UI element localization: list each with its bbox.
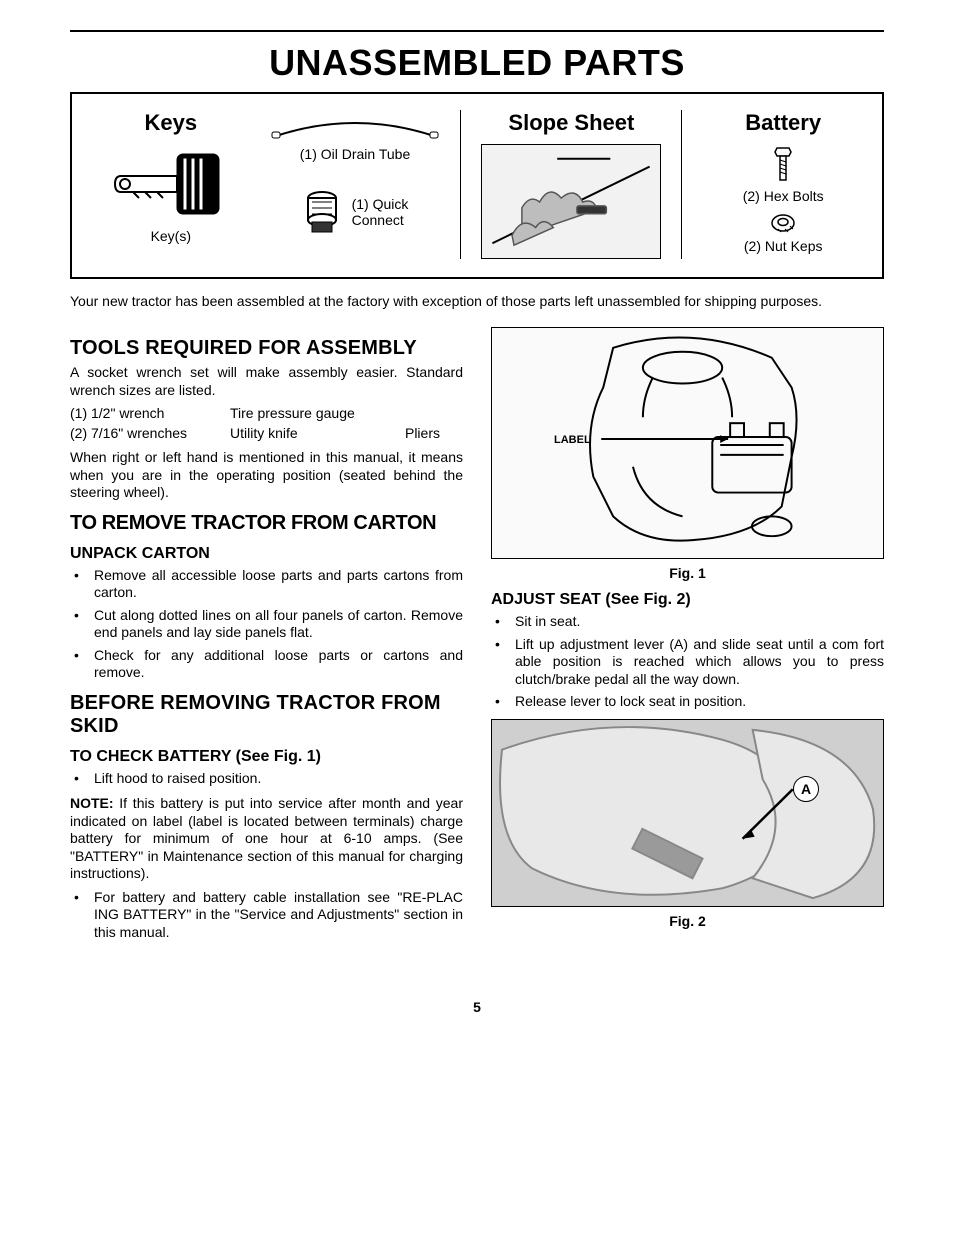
tool-cell: (1) 1/2" wrench bbox=[70, 405, 230, 421]
list-item: Check for any additional loose parts or … bbox=[70, 647, 463, 682]
two-column-body: TOOLS REQUIRED FOR ASSEMBLY A socket wre… bbox=[70, 327, 884, 949]
parts-box: Keys Key(s) bbox=[70, 92, 884, 279]
parts-battery-title: Battery bbox=[745, 110, 821, 136]
parts-keys-title: Keys bbox=[145, 110, 198, 136]
key-icon bbox=[111, 144, 231, 224]
adjust-heading: ADJUST SEAT (See Fig. 2) bbox=[491, 591, 884, 609]
parts-slope: Slope Sheet bbox=[479, 110, 663, 259]
check-battery-sub: TO CHECK BATTERY (See Fig. 1) bbox=[70, 748, 463, 766]
list-item: Remove all accessible loose parts and pa… bbox=[70, 567, 463, 602]
list-item: Sit in seat. bbox=[491, 613, 884, 631]
figure-1: LABEL bbox=[491, 327, 884, 559]
list-item: Lift up adjustment lever (A) and slide s… bbox=[491, 636, 884, 689]
page-number: 5 bbox=[70, 999, 884, 1015]
slope-thumb bbox=[481, 144, 661, 259]
top-rule bbox=[70, 30, 884, 32]
nut-kep-icon bbox=[770, 212, 796, 234]
battery-list-2: For battery and battery cable installati… bbox=[70, 889, 463, 942]
remove-heading: TO REMOVE TRACTOR FROM CARTON bbox=[70, 512, 463, 535]
slope-sheet-icon bbox=[482, 145, 660, 258]
quick-connect-icon bbox=[302, 188, 342, 236]
before-heading: BEFORE REMOVING TRACTOR FROM SKID bbox=[70, 692, 463, 738]
list-item: For battery and battery cable installati… bbox=[70, 889, 463, 942]
hex-bolt-icon bbox=[773, 144, 793, 184]
tools-note: When right or left hand is mentioned in … bbox=[70, 449, 463, 502]
parts-nut-label: (2) Nut Keps bbox=[744, 238, 823, 254]
parts-battery: Battery (2) Hex Bolts (2) Nut Keps bbox=[700, 110, 866, 259]
parts-keys: Keys Key(s) bbox=[88, 110, 254, 259]
fig1-caption: Fig. 1 bbox=[491, 565, 884, 581]
battery-note: NOTE: If this battery is put into servic… bbox=[70, 795, 463, 883]
figure-2-svg bbox=[492, 720, 883, 906]
tool-cell: Pliers bbox=[380, 425, 440, 441]
separator-1 bbox=[460, 110, 461, 259]
unpack-list: Remove all accessible loose parts and pa… bbox=[70, 567, 463, 682]
figure-2: A bbox=[491, 719, 884, 907]
list-item: Lift hood to raised position. bbox=[70, 770, 463, 788]
tools-heading: TOOLS REQUIRED FOR ASSEMBLY bbox=[70, 337, 463, 360]
tool-cell bbox=[380, 405, 440, 421]
left-column: TOOLS REQUIRED FOR ASSEMBLY A socket wre… bbox=[70, 327, 463, 949]
intro-text: Your new tractor has been assembled at t… bbox=[70, 293, 884, 309]
parts-oiltube-label: (1) Oil Drain Tube bbox=[300, 146, 410, 162]
note-lead: NOTE: bbox=[70, 795, 114, 811]
page-title: UNASSEMBLED PARTS bbox=[70, 42, 884, 84]
parts-middle: (1) Oil Drain Tube (1) Quick Connect bbox=[268, 110, 443, 259]
tool-cell: Utility knife bbox=[230, 425, 380, 441]
list-item: Cut along dotted lines on all four panel… bbox=[70, 607, 463, 642]
parts-slope-title: Slope Sheet bbox=[508, 110, 634, 136]
parts-keys-label: Key(s) bbox=[151, 228, 191, 244]
battery-list-1: Lift hood to raised position. bbox=[70, 770, 463, 788]
tool-grid: (1) 1/2" wrench Tire pressure gauge (2) … bbox=[70, 405, 463, 441]
fig2-a-badge: A bbox=[793, 776, 819, 802]
adjust-list: Sit in seat. Lift up adjustment lever (A… bbox=[491, 613, 884, 711]
tools-lead: A socket wrench set will make assembly e… bbox=[70, 364, 463, 399]
right-column: LABEL Fig. 1 ADJUST SEAT (See Fig. 2) Si… bbox=[491, 327, 884, 949]
tool-cell: (2) 7/16" wrenches bbox=[70, 425, 230, 441]
note-body: If this battery is put into service afte… bbox=[70, 795, 463, 881]
tool-cell: Tire pressure gauge bbox=[230, 405, 380, 421]
parts-quick-label: (1) Quick Connect bbox=[352, 196, 409, 228]
parts-hex-label: (2) Hex Bolts bbox=[743, 188, 824, 204]
list-item: Release lever to lock seat in position. bbox=[491, 693, 884, 711]
figure-1-svg bbox=[492, 328, 883, 558]
unpack-sub: UNPACK CARTON bbox=[70, 545, 463, 563]
parts-row: Keys Key(s) bbox=[88, 110, 866, 259]
fig2-caption: Fig. 2 bbox=[491, 913, 884, 929]
drain-tube-icon bbox=[270, 116, 440, 142]
fig1-label-text: LABEL bbox=[554, 434, 591, 446]
manual-page: UNASSEMBLED PARTS Keys Key(s) bbox=[0, 0, 954, 1055]
separator-2 bbox=[681, 110, 682, 259]
